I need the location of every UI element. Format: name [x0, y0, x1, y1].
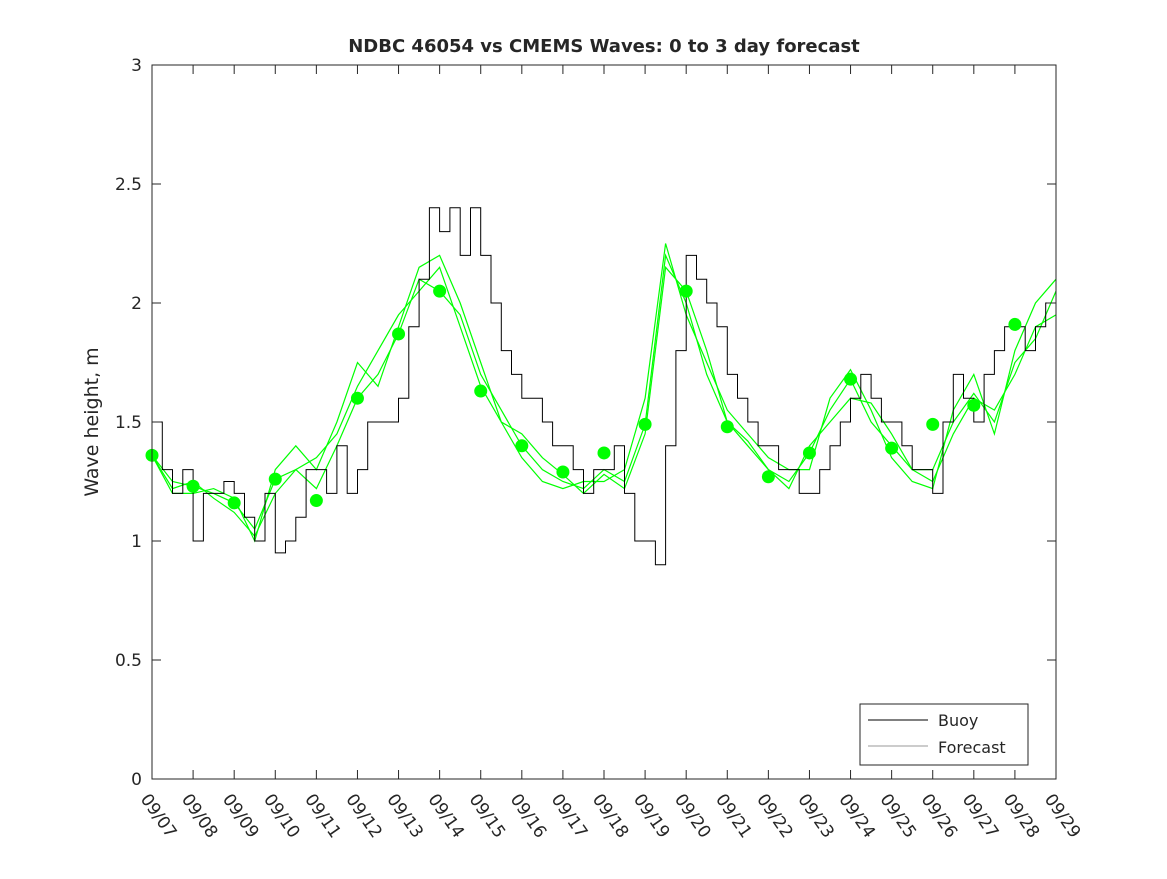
forecast-initial-point	[926, 417, 940, 431]
forecast-initial-point	[885, 441, 899, 455]
legend-buoy-label: Buoy	[938, 711, 978, 730]
forecast-initial-point	[392, 327, 406, 341]
forecast-initial-point	[268, 472, 282, 486]
forecast-initial-point	[309, 494, 323, 508]
legend-forecast-label: Forecast	[938, 738, 1006, 757]
forecast-initial-point	[679, 284, 693, 298]
forecast-initial-point	[761, 470, 775, 484]
forecast-initial-point	[720, 420, 734, 434]
forecast-initial-point	[967, 398, 981, 412]
y-tick-label: 1.5	[115, 413, 142, 433]
forecast-initial-point	[474, 384, 488, 398]
forecast-initial-point	[515, 439, 529, 453]
forecast-initial-point	[350, 391, 364, 405]
forecast-initial-point	[556, 465, 570, 479]
forecast-initial-point	[1008, 317, 1022, 331]
forecast-initial-point	[433, 284, 447, 298]
forecast-initial-point	[186, 479, 200, 493]
plot-area	[152, 65, 1056, 779]
y-tick-label: 0.5	[115, 651, 142, 671]
forecast-initial-point	[802, 446, 816, 460]
buoy-line	[152, 207, 1057, 566]
legend: Buoy Forecast	[859, 703, 1029, 766]
legend-box	[859, 703, 1029, 766]
forecast-initial-point	[227, 496, 241, 510]
chart-title: NDBC 46054 vs CMEMS Waves: 0 to 3 day fo…	[348, 36, 860, 57]
y-axis-label: Wave height, m	[81, 347, 103, 496]
y-tick-label: 1	[131, 532, 142, 552]
forecast-initial-point	[844, 372, 858, 386]
forecast-line	[151, 243, 1057, 543]
y-tick-label: 0	[131, 770, 142, 790]
y-tick-label: 2.5	[115, 175, 142, 195]
y-tick-label: 2	[131, 294, 142, 314]
forecast-initial-point	[597, 446, 611, 460]
forecast-initial-point	[638, 417, 652, 431]
forecast-line	[151, 265, 1057, 538]
y-tick-label: 3	[131, 56, 142, 76]
